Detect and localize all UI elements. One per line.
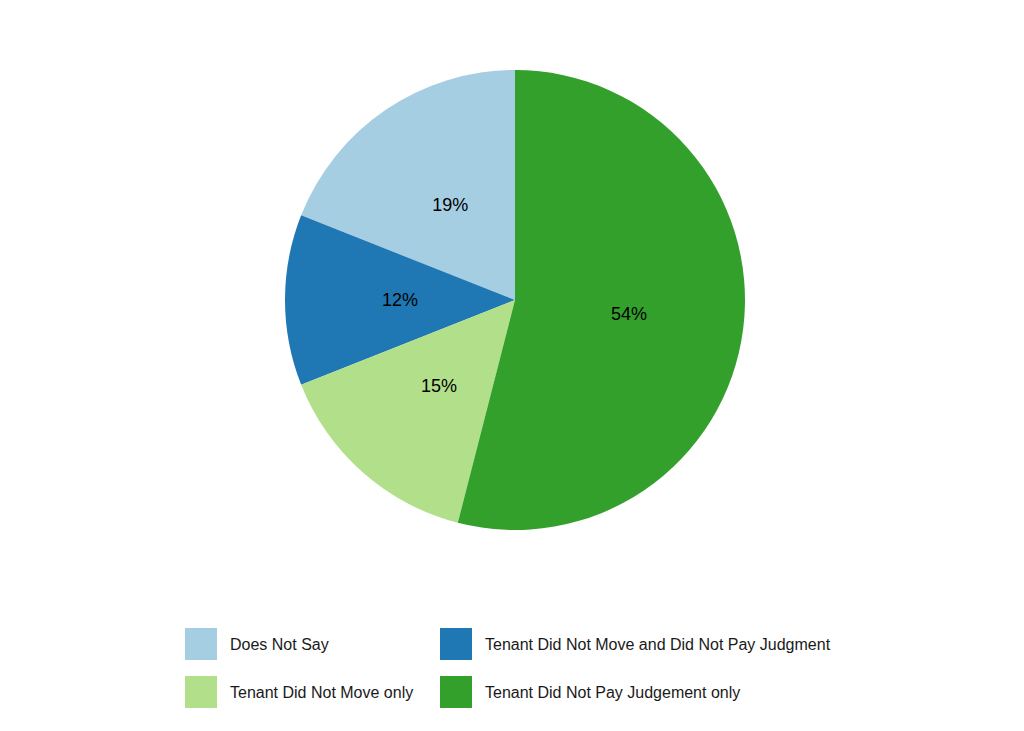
data-labels: 19% 12% 15% 54%	[382, 195, 647, 396]
data-label: 12%	[382, 290, 418, 310]
legend-label: Tenant Did Not Move only	[230, 684, 413, 701]
data-label: 15%	[421, 376, 457, 396]
slices	[285, 70, 745, 530]
data-label: 19%	[432, 195, 468, 215]
legend-swatch	[440, 628, 472, 660]
legend-swatch	[185, 628, 217, 660]
legend: Does Not Say Tenant Did Not Move and Did …	[185, 628, 831, 708]
legend-swatch	[440, 676, 472, 708]
data-label: 54%	[611, 304, 647, 324]
pie-slice	[458, 70, 745, 530]
legend-swatch	[185, 676, 217, 708]
legend-label: Tenant Did Not Move and Did Not Pay Judg…	[485, 636, 831, 653]
legend-label: Tenant Did Not Pay Judgement only	[485, 684, 740, 701]
chart: 19% 12% 15% 54% Does Not Say Tenant Did Not M…	[0, 0, 1024, 731]
legend-label: Does Not Say	[230, 636, 329, 653]
